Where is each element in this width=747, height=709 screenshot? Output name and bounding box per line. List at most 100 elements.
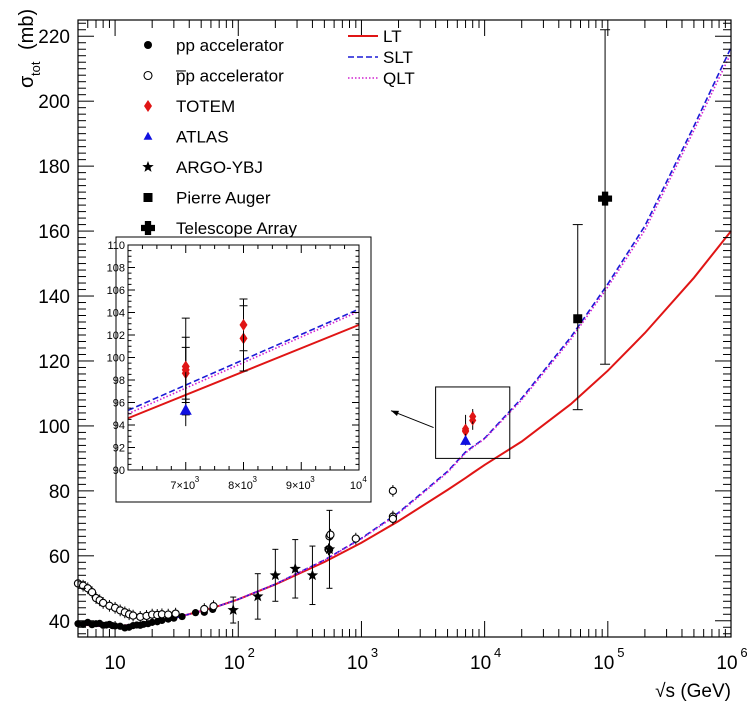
y-tick-label: 200	[38, 92, 70, 113]
x-tick-label-exponent: 2	[248, 645, 255, 660]
legend-marker-pp-accelerator	[144, 41, 152, 49]
inset-y-tick-label: 96	[113, 398, 125, 410]
y-tick-label: 80	[49, 482, 70, 503]
legend-label-argo-ybj: ARGO-YBJ	[176, 158, 263, 177]
inset-y-tick-label: 104	[107, 308, 125, 320]
argo-ybj-point	[323, 543, 336, 555]
inset-y-tick-label: 102	[107, 330, 125, 342]
legend-label-telescope-array: Telescope Array	[176, 219, 297, 238]
pbar-accelerator-point	[171, 609, 180, 618]
pbar-accelerator-point	[209, 602, 218, 611]
pbar-accelerator-point	[388, 514, 398, 523]
inset-x-tick-label: 8×103	[228, 475, 257, 492]
pbar-accelerator-point	[388, 486, 398, 496]
totem-point	[461, 423, 470, 435]
x-tick-label-exponent: 6	[740, 645, 747, 660]
zoom-arrow-line	[390, 410, 434, 429]
x-tick-label-base: 10	[593, 653, 614, 674]
x-tick-label-base: 10	[224, 653, 245, 674]
legend-line-label-qlt: QLT	[383, 69, 415, 88]
inset-totem-point	[181, 360, 190, 373]
legend-line-label-lt: LT	[383, 27, 402, 46]
x-axis-title: √s (GeV)	[655, 681, 731, 702]
legend-label-totem: TOTEM	[176, 97, 235, 116]
inset-y-tick-label: 108	[107, 263, 125, 275]
x-tick-label: 102	[224, 645, 255, 674]
argo-ybj-point	[269, 569, 282, 581]
inset-x-tick-label-base: 10	[350, 480, 362, 492]
legend-line-label-slt: SLT	[383, 48, 413, 67]
x-axis-title-decor	[648, 683, 653, 698]
x-tick-label-base: 10	[716, 653, 737, 674]
inset-x-tick-label: 7×103	[170, 475, 199, 492]
legend-label-atlas: ATLAS	[176, 128, 229, 147]
legend-label-pierre-auger: Pierre Auger	[176, 189, 271, 208]
y-axis-title-subscript: tot	[28, 61, 43, 76]
y-tick-label: 220	[38, 27, 70, 48]
y-tick-label: 100	[38, 417, 70, 438]
inset-y-tick-label: 94	[113, 420, 125, 432]
inset-y-tick-label: 110	[107, 240, 125, 252]
pp-accelerator-point	[158, 616, 166, 625]
legend-label-p-p-accelerator: p̅p accelerator	[176, 67, 284, 86]
y-tick-label: 180	[38, 157, 70, 178]
pp-accelerator-point	[178, 612, 186, 621]
y-axis-title-symbol: σ	[16, 75, 38, 88]
pbar-accelerator-point	[164, 610, 173, 619]
x-tick-label: 103	[347, 645, 378, 674]
y-axis-title-unit: (mb)	[16, 9, 38, 50]
inset-x-tick-label-exponent: 3	[310, 475, 315, 484]
x-tick-label-base: 10	[347, 653, 368, 674]
pbar-accelerator-point	[200, 604, 209, 614]
inset-plot: 90929496981001021041061081107×1038×1039×…	[107, 236, 372, 503]
y-tick-label: 120	[38, 352, 70, 373]
x-tick-label: 10	[105, 653, 126, 674]
legend-marker-atlas	[143, 131, 153, 140]
legend-marker-telescope-array	[141, 221, 156, 236]
x-tick-label-base: 10	[105, 653, 126, 674]
pbar-accelerator-point	[128, 611, 138, 620]
inset-x-tick-label-exponent: 4	[362, 475, 367, 484]
atlas-point	[460, 434, 472, 445]
inset-y-tick-label: 90	[113, 465, 125, 477]
curve-qlt	[77, 52, 732, 628]
zoom-arrow-head	[391, 410, 399, 416]
argo-ybj-point	[227, 604, 239, 615]
legend-marker-p-p-accelerator	[143, 70, 153, 81]
inset-x-tick-label-base: 9×10	[286, 480, 311, 492]
inset-curve-lt	[127, 323, 360, 420]
inset-x-tick-label: 9×103	[286, 475, 315, 492]
legend-marker-pierre-auger	[143, 193, 153, 202]
inset-y-tick-label: 100	[107, 353, 125, 365]
x-tick-label: 104	[470, 645, 501, 674]
inset-y-tick-label: 92	[113, 443, 125, 455]
pp-accelerator-point	[191, 609, 200, 617]
inset-x-tick-label-base: 7×10	[170, 480, 195, 492]
x-tick-label: 105	[593, 645, 624, 674]
x-tick-label-exponent: 3	[371, 645, 378, 660]
inset-totem-point	[239, 318, 248, 331]
x-tick-label-base: 10	[470, 653, 491, 674]
inset-atlas-point	[179, 403, 192, 415]
inset-x-tick-label-exponent: 3	[252, 475, 257, 484]
pbar-accelerator-point	[351, 534, 360, 543]
argo-ybj-point	[252, 590, 264, 602]
telescope-array-point	[598, 191, 613, 206]
x-tick-label: 106	[716, 645, 747, 674]
totem-point	[469, 411, 477, 422]
pbar-accelerator-point	[326, 530, 335, 539]
y-tick-label: 160	[38, 222, 70, 243]
inset-y-tick-label: 98	[113, 375, 125, 387]
zoom-region-box	[435, 386, 511, 459]
pierre-auger-point	[573, 314, 583, 324]
x-tick-label-exponent: 4	[494, 645, 501, 660]
legend-label-pp-accelerator: pp accelerator	[176, 36, 284, 55]
inset-y-tick-label: 106	[107, 285, 125, 297]
argo-ybj-point	[289, 562, 301, 574]
y-tick-label: 40	[49, 612, 70, 633]
legend-marker-argo-ybj	[142, 161, 154, 172]
inset-x-tick-label-exponent: 3	[195, 475, 200, 484]
